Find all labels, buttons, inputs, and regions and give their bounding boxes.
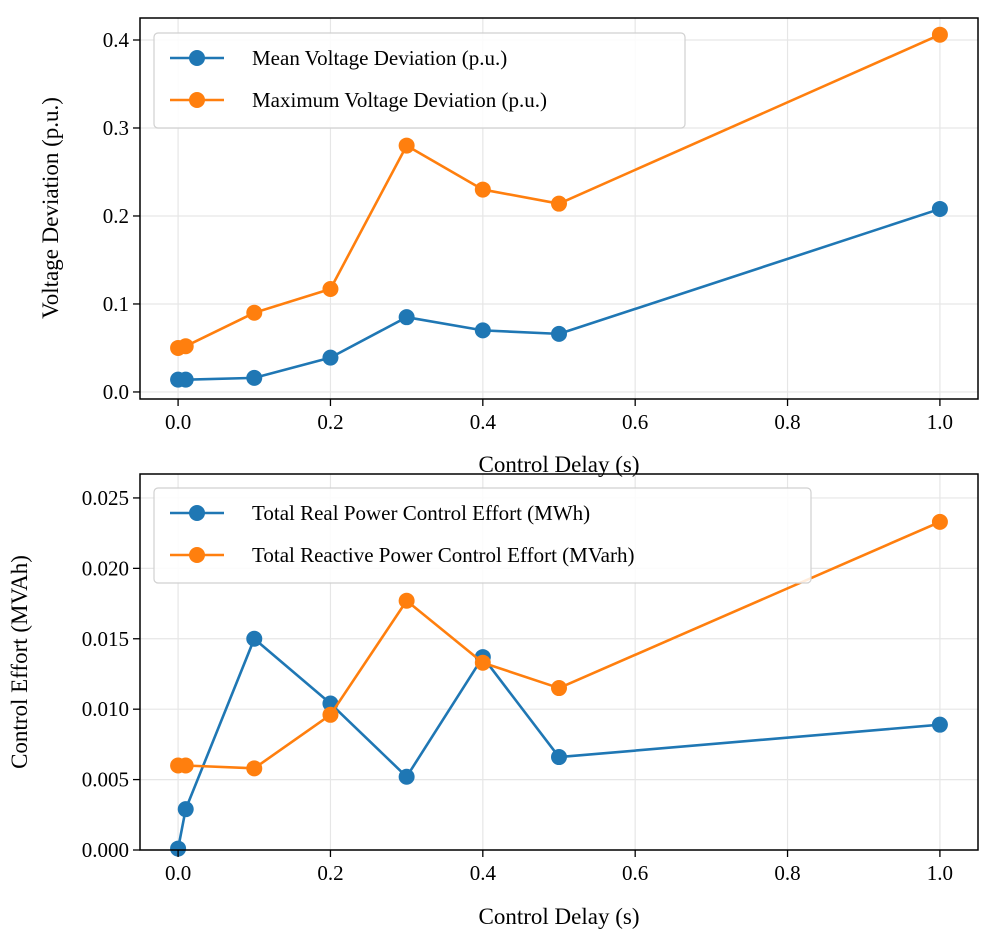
- legend-marker-2: [189, 92, 205, 108]
- data-point: [177, 757, 194, 774]
- y-axis-label: Voltage Deviation (p.u.): [38, 97, 63, 319]
- x-tick-label: 0.2: [317, 861, 343, 885]
- y-tick-label: 0.000: [82, 838, 129, 862]
- x-axis-label: Control Delay (s): [479, 904, 640, 929]
- series-line-1: [178, 207, 941, 381]
- y-tick-label: 0.1: [103, 292, 129, 316]
- data-point: [398, 137, 415, 154]
- data-point: [474, 322, 491, 339]
- data-point: [398, 309, 415, 326]
- legend-label-2: Maximum Voltage Deviation (p.u.): [252, 88, 547, 112]
- data-point: [246, 304, 263, 321]
- x-tick-label: 0.4: [470, 861, 497, 885]
- data-point: [551, 680, 567, 697]
- x-tick-label: 0.6: [622, 410, 648, 434]
- chart-panel-2: 0.0 0.2 0.4 0.6 0.8 1.0 0.000 0.005 0.010 0.015 0.…: [7, 473, 979, 929]
- x-tick-label: 0.0: [165, 410, 191, 434]
- x-tick-label: 0.4: [470, 410, 497, 434]
- x-axis-label: Control Delay (s): [479, 452, 640, 477]
- x-tick-label: 0.6: [622, 861, 648, 885]
- data-point: [322, 706, 339, 723]
- y-tick-label: 0.020: [82, 556, 129, 580]
- legend: Total Real Power Control Effort (MWh) Tot…: [153, 487, 812, 584]
- legend-box: [153, 487, 812, 584]
- data-point: [551, 325, 567, 342]
- series-line-2: [178, 520, 941, 770]
- data-point: [322, 349, 339, 366]
- y-tick-label: 0.0: [103, 380, 129, 404]
- data-point: [474, 181, 491, 198]
- legend-label-1: Mean Voltage Deviation (p.u.): [252, 46, 507, 70]
- x-tick-label: 0.2: [317, 410, 343, 434]
- y-axis-label: Control Effort (MVAh): [7, 555, 32, 769]
- axes-frame: [139, 17, 979, 400]
- y-tick-label: 0.025: [82, 486, 129, 510]
- x-tick-label: 0.0: [165, 861, 191, 885]
- data-point: [931, 200, 948, 217]
- data-point: [931, 513, 948, 530]
- data-point: [398, 592, 415, 609]
- series-line-1: [176, 637, 941, 849]
- chart-panel-1: 0.0 0.2 0.4 0.6 0.8 1.0 0.0 0.1 0.2 0.3 0.4 Control…: [38, 17, 979, 477]
- legend: Mean Voltage Deviation (p.u.) Maximum Vol…: [153, 32, 686, 129]
- series-line-2: [177, 33, 941, 350]
- data-point: [931, 716, 948, 733]
- legend-label-2: Total Reactive Power Control Effort (MVa…: [252, 543, 634, 567]
- data-point: [322, 281, 339, 298]
- x-tick-label: 1.0: [927, 861, 953, 885]
- legend-marker-1: [189, 50, 205, 66]
- axes-frame: [139, 473, 979, 851]
- x-tick-label: 0.8: [774, 861, 800, 885]
- data-point: [551, 749, 567, 766]
- data-point: [398, 768, 415, 785]
- data-point: [177, 371, 194, 388]
- data-point: [551, 195, 567, 212]
- x-tick-label: 1.0: [927, 410, 953, 434]
- x-tick-label: 0.8: [774, 410, 800, 434]
- y-tick-label: 0.4: [103, 28, 130, 52]
- data-point: [177, 801, 194, 818]
- legend-label-1: Total Real Power Control Effort (MWh): [252, 501, 590, 525]
- data-point: [170, 840, 187, 857]
- y-tick-label: 0.010: [82, 697, 129, 721]
- data-point: [246, 369, 263, 386]
- legend-box: [153, 32, 686, 129]
- y-tick-label: 0.015: [82, 627, 129, 651]
- legend-marker-1: [189, 505, 205, 521]
- data-point: [246, 630, 263, 647]
- legend-marker-2: [189, 547, 205, 563]
- y-tick-label: 0.005: [82, 768, 129, 792]
- data-point: [246, 760, 263, 777]
- data-point: [931, 26, 948, 43]
- y-tick-label: 0.2: [103, 204, 129, 228]
- y-tick-label: 0.3: [103, 116, 129, 140]
- data-point: [177, 338, 194, 355]
- data-point: [474, 654, 491, 671]
